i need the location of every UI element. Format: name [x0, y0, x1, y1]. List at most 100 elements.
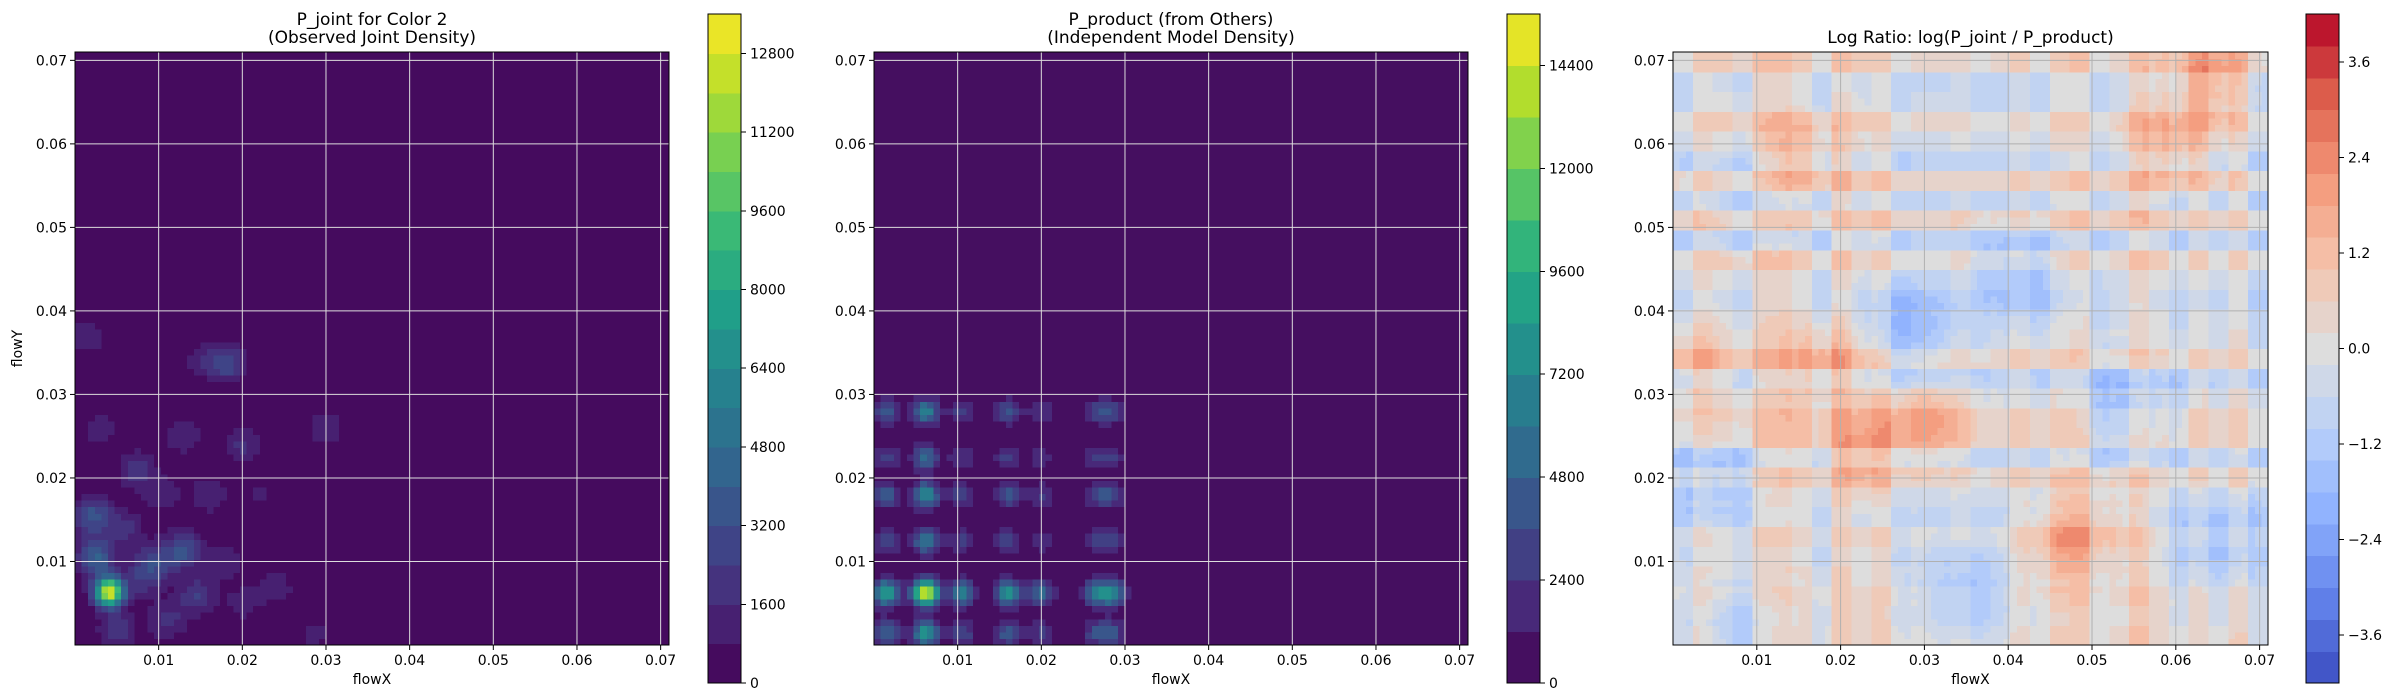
- heatmap-cell: [385, 276, 393, 284]
- heatmap-cell: [339, 592, 347, 600]
- heatmap-cell: [193, 374, 201, 383]
- heatmap-cell: [94, 414, 102, 422]
- heatmap-cell: [339, 190, 347, 198]
- heatmap-cell: [207, 526, 215, 534]
- heatmap-cell: [418, 388, 426, 396]
- heatmap-cell: [299, 196, 307, 205]
- heatmap-cell: [358, 519, 366, 527]
- heatmap-cell: [319, 58, 327, 66]
- heatmap-cell: [213, 322, 221, 330]
- heatmap-cell: [174, 52, 182, 60]
- heatmap-cell: [266, 52, 274, 60]
- heatmap-cell: [246, 592, 254, 600]
- heatmap-cell: [378, 467, 386, 475]
- heatmap-cell: [108, 420, 116, 429]
- heatmap-cell: [75, 467, 83, 475]
- heatmap-cell: [121, 552, 129, 560]
- heatmap-cell: [233, 216, 241, 224]
- heatmap-cell: [108, 170, 116, 178]
- heatmap-cell: [391, 361, 399, 369]
- heatmap-cell: [127, 355, 135, 363]
- heatmap-cell: [345, 71, 353, 79]
- heatmap-cell: [358, 269, 366, 277]
- heatmap-cell: [207, 348, 215, 356]
- heatmap-cell: [174, 308, 182, 317]
- heatmap-cell: [114, 91, 122, 99]
- heatmap-cell: [88, 453, 96, 462]
- heatmap-cell: [108, 374, 116, 383]
- heatmap-cell: [431, 447, 439, 455]
- heatmap-cell: [154, 183, 162, 191]
- heatmap-cell: [147, 434, 155, 442]
- heatmap-cell: [141, 427, 149, 435]
- heatmap-cell: [154, 236, 162, 244]
- heatmap-cell: [233, 612, 241, 620]
- heatmap-cell: [358, 486, 366, 495]
- heatmap-cell: [246, 65, 254, 73]
- heatmap-cell: [141, 144, 149, 152]
- heatmap-cell: [246, 493, 254, 501]
- heatmap-cell: [398, 131, 406, 139]
- heatmap-cell: [127, 229, 135, 238]
- heatmap-cell: [306, 249, 314, 257]
- heatmap-cell: [418, 605, 426, 613]
- heatmap-cell: [81, 144, 89, 152]
- heatmap-cell: [259, 170, 267, 178]
- heatmap-cell: [253, 131, 261, 139]
- heatmap-cell: [312, 137, 320, 145]
- heatmap-cell: [266, 414, 274, 422]
- heatmap-cell: [154, 625, 162, 633]
- heatmap-cell: [352, 552, 360, 560]
- heatmap-cell: [134, 229, 142, 238]
- heatmap-cell: [246, 302, 254, 310]
- heatmap-cell: [398, 552, 406, 560]
- heatmap-cell: [424, 315, 432, 323]
- heatmap-cell: [259, 256, 267, 264]
- heatmap-cell: [299, 276, 307, 284]
- heatmap-cell: [286, 434, 294, 442]
- heatmap-cell: [332, 183, 340, 191]
- heatmap-cell: [75, 276, 83, 284]
- heatmap-cell: [339, 98, 347, 106]
- heatmap-cell: [411, 361, 419, 369]
- heatmap-cell: [167, 361, 175, 369]
- heatmap-cell: [167, 638, 175, 646]
- heatmap-cell: [424, 612, 432, 620]
- heatmap-cell: [226, 177, 234, 185]
- heatmap-cell: [167, 453, 175, 462]
- heatmap-cell: [81, 500, 89, 508]
- heatmap-cell: [279, 249, 287, 257]
- heatmap-cell: [259, 216, 267, 224]
- heatmap-cell: [365, 585, 373, 593]
- heatmap-cell: [259, 328, 267, 336]
- heatmap-cell: [279, 91, 287, 99]
- heatmap-cell: [226, 104, 234, 112]
- heatmap-cell: [352, 368, 360, 376]
- heatmap-cell: [391, 631, 399, 640]
- heatmap-cell: [75, 131, 83, 139]
- heatmap-cell: [385, 440, 393, 448]
- heatmap-cell: [405, 638, 413, 646]
- heatmap-cell: [385, 381, 393, 389]
- heatmap-cell: [134, 368, 142, 376]
- heatmap-cell: [193, 322, 201, 330]
- heatmap-cell: [352, 447, 360, 455]
- heatmap-cell: [141, 164, 149, 172]
- heatmap-cell: [174, 328, 182, 336]
- heatmap-cell: [438, 500, 446, 508]
- heatmap-cell: [147, 243, 155, 251]
- heatmap-cell: [411, 276, 419, 284]
- heatmap-cell: [391, 473, 399, 481]
- heatmap-cell: [365, 164, 373, 172]
- heatmap-cell: [160, 401, 168, 409]
- heatmap-cell: [385, 262, 393, 271]
- heatmap-cell: [385, 565, 393, 574]
- heatmap-cell: [312, 71, 320, 79]
- heatmap-cell: [273, 322, 281, 330]
- heatmap-cell: [141, 585, 149, 593]
- heatmap-cell: [94, 638, 102, 646]
- heatmap-cell: [378, 65, 386, 73]
- heatmap-cell: [160, 243, 168, 251]
- heatmap-cell: [121, 52, 129, 60]
- heatmap-cell: [127, 216, 135, 224]
